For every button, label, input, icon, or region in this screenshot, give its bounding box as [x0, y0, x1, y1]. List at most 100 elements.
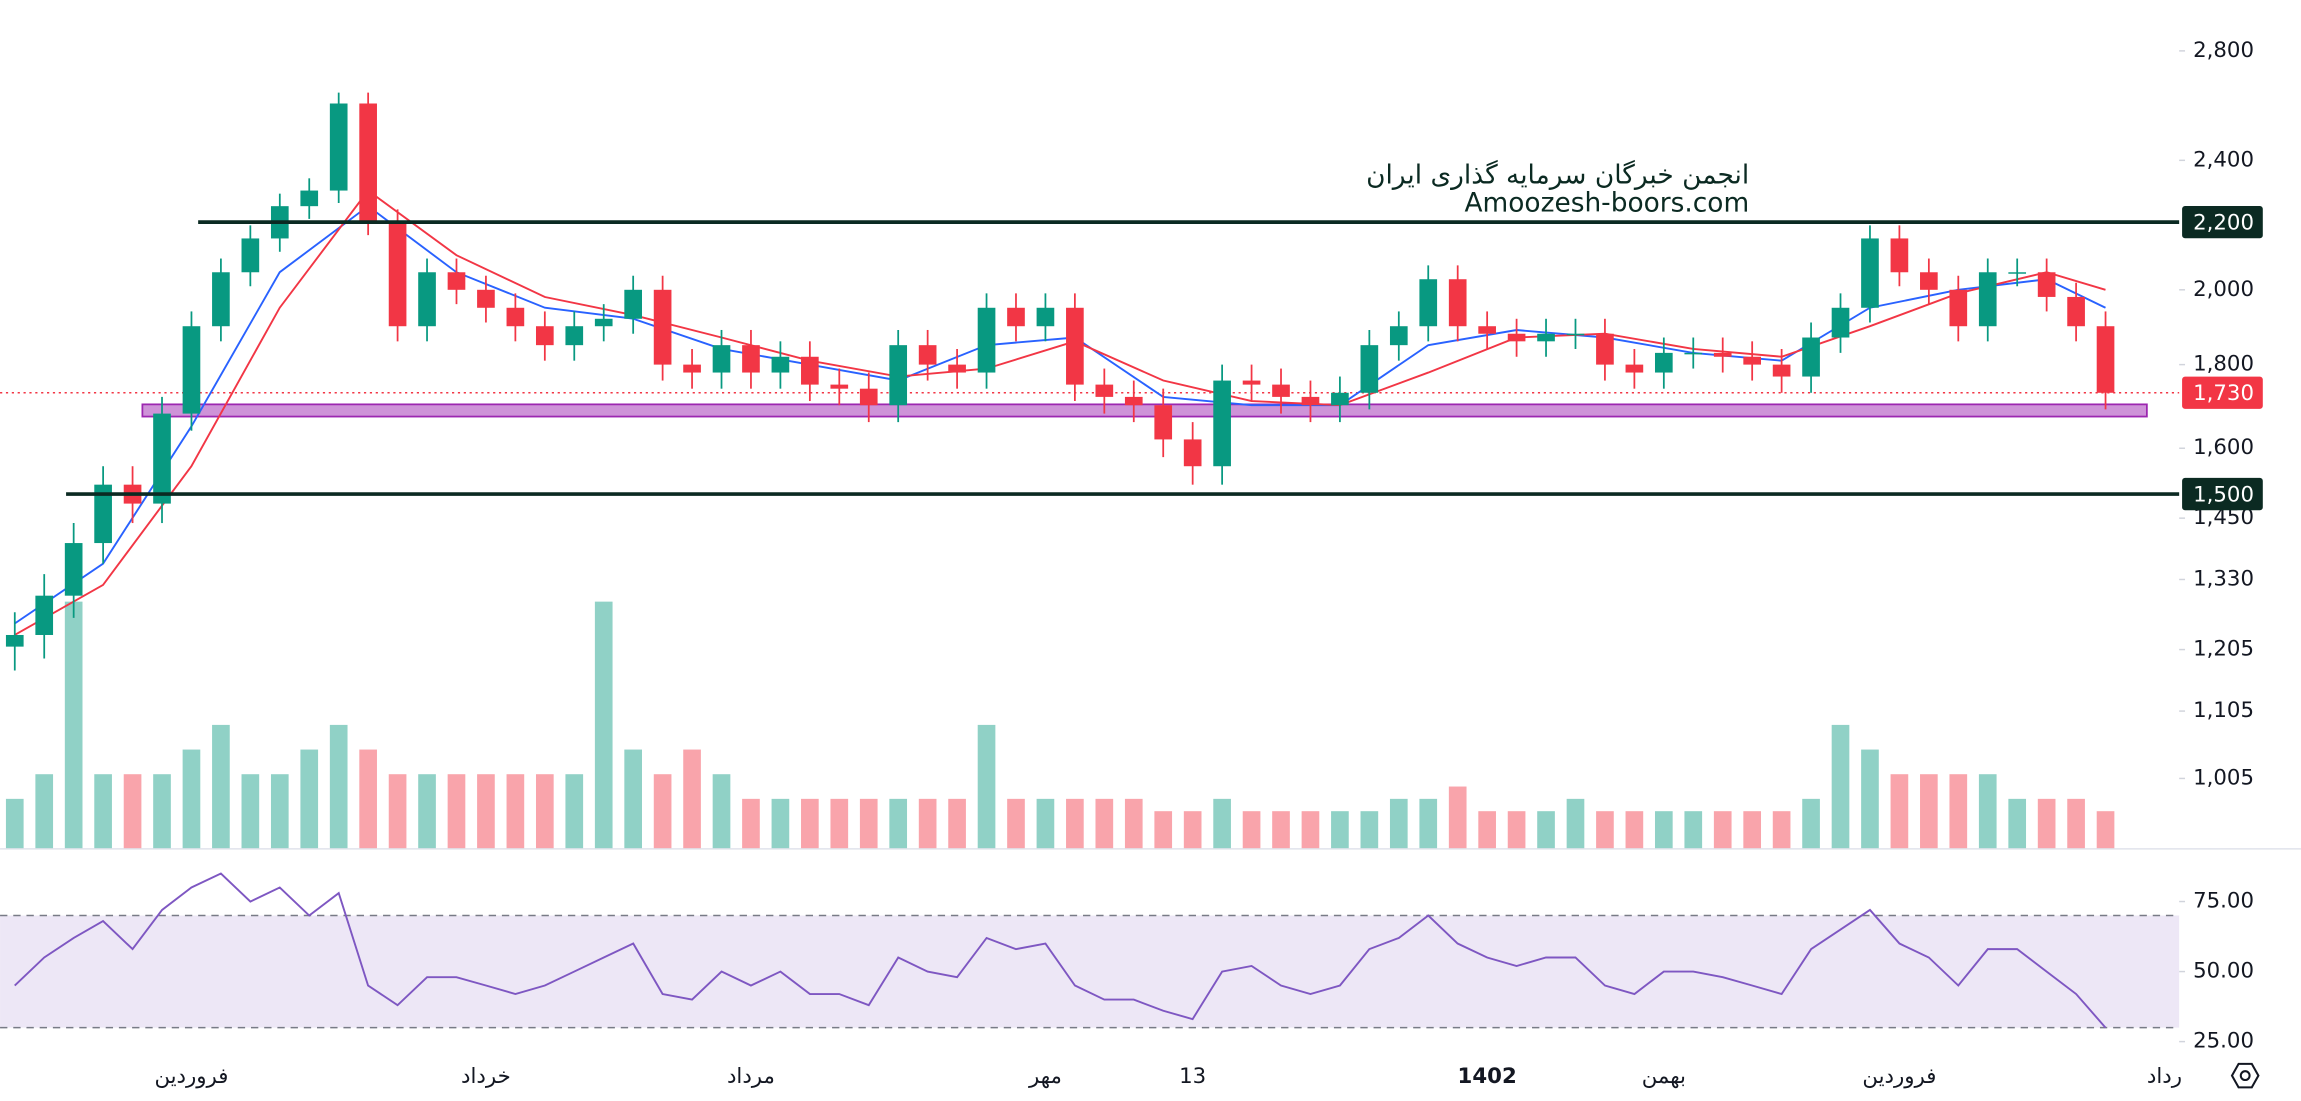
y-tick-label: 1,105	[2193, 698, 2254, 723]
volume-bar	[1831, 724, 1850, 849]
candle-body	[594, 318, 613, 327]
y-tick-label: 2,400	[2193, 147, 2254, 172]
candle-body	[683, 364, 701, 373]
volume-bar	[1978, 774, 1997, 849]
candle-body	[1596, 333, 1614, 365]
candle-body	[1242, 380, 1261, 385]
volume-bar	[153, 774, 171, 849]
volume-bar	[359, 749, 377, 849]
rsi-band	[0, 915, 2180, 1028]
candle-body	[64, 543, 83, 596]
candle-body	[1684, 352, 1703, 355]
volume-bar	[653, 774, 672, 849]
volume-bar	[1507, 811, 1526, 849]
candle-body	[1448, 279, 1467, 327]
candle-body	[918, 345, 937, 365]
volume-bar	[1242, 811, 1261, 849]
volume-bar	[889, 798, 908, 849]
rsi-line	[14, 872, 2107, 1029]
candle-body	[1124, 396, 1143, 406]
candle-body	[1654, 352, 1673, 373]
volume-bar	[1124, 798, 1143, 849]
volume-bar	[123, 774, 142, 849]
volume-bar	[1684, 811, 1703, 849]
candle-body	[801, 356, 819, 385]
volume-bar	[1861, 749, 1879, 849]
candle-body	[1272, 384, 1290, 397]
x-tick-label: مرداد	[727, 1064, 775, 1089]
candle-body	[742, 345, 760, 373]
volume-bar	[1625, 811, 1644, 849]
y-tick-label: 75.00	[2193, 889, 2254, 914]
volume-bar	[742, 798, 760, 849]
candle-body	[712, 345, 731, 373]
last-price-label: 1,730	[2193, 381, 2254, 406]
y-tick-label: 1,205	[2193, 637, 2254, 662]
volume-bar	[918, 798, 937, 849]
volume-bar	[329, 724, 348, 849]
x-tick-label: فروردین	[154, 1064, 228, 1089]
candle-body	[2008, 272, 2027, 274]
volume-bar	[1596, 811, 1614, 849]
volume-bar	[388, 774, 407, 849]
volume-bar	[64, 601, 83, 849]
candle-body	[2037, 272, 2056, 297]
volume-bar	[1213, 798, 1231, 849]
x-tick-label: فروردین	[1862, 1064, 1936, 1089]
x-tick-label: 1402	[1458, 1064, 1517, 1089]
candle-body	[653, 289, 672, 365]
volume-bar	[1478, 811, 1496, 849]
candle-body	[1183, 439, 1202, 467]
candle-body	[35, 595, 54, 635]
volume-bar	[1272, 811, 1290, 849]
candle-body	[1213, 380, 1231, 467]
x-tick-label: 13	[1179, 1064, 1206, 1089]
volume-bar	[1949, 774, 1968, 849]
candle-body	[1713, 352, 1732, 357]
candle-body	[1419, 279, 1438, 327]
volume-bar	[594, 601, 613, 849]
candle-body	[1566, 333, 1585, 336]
candle-body	[241, 238, 260, 273]
y-tick-label: 2,800	[2193, 38, 2254, 63]
candle-body	[1507, 333, 1526, 342]
icon-circle	[2239, 1070, 2251, 1082]
candle-body	[1537, 333, 1555, 342]
x-tick-label: مهر	[1028, 1064, 1062, 1089]
volume-bar	[300, 749, 319, 849]
volume-bar	[1802, 798, 1820, 849]
candle-body	[477, 289, 495, 308]
y-tick-label: 1,005	[2193, 765, 2254, 790]
candle-body	[1154, 405, 1173, 440]
volume-bar	[683, 749, 701, 849]
x-tick-label: بهمن	[1642, 1064, 1686, 1089]
level-label: 1,500	[2193, 483, 2254, 508]
candle-body	[565, 326, 584, 346]
level-label-box	[2182, 477, 2263, 511]
candle-body	[1743, 356, 1762, 365]
volume-bar	[212, 724, 230, 849]
last-price-box	[2182, 376, 2263, 409]
candle-body	[859, 388, 878, 406]
candle-body	[2096, 326, 2115, 393]
volume-bar	[801, 798, 819, 849]
volume-bar	[2096, 811, 2115, 849]
volume-bar	[859, 798, 878, 849]
candle-body	[1478, 326, 1496, 334]
watermark-text: Amoozesh-boors.com	[1464, 187, 1749, 218]
candle-body	[212, 272, 230, 327]
volume-bar	[1154, 811, 1173, 849]
candle-body	[1625, 364, 1644, 373]
volume-bar	[418, 774, 436, 849]
candle-body	[1301, 396, 1320, 406]
level-label: 2,200	[2193, 211, 2254, 236]
candle-body	[1389, 326, 1408, 346]
candle-body	[1095, 384, 1114, 397]
volume-bar	[182, 749, 201, 849]
settings-icon[interactable]	[2230, 1062, 2260, 1089]
y-tick-label: 50.00	[2193, 959, 2254, 984]
candle-body	[1772, 364, 1791, 377]
volume-bar	[1419, 798, 1438, 849]
volume-bar	[624, 749, 643, 849]
